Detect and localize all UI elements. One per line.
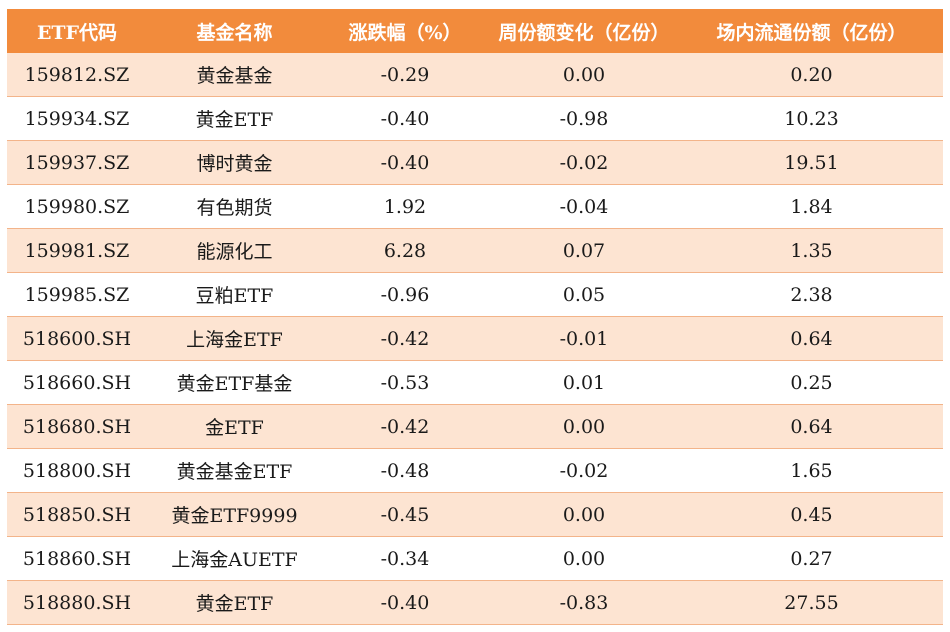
table-row: 159937.SZ 博时黄金 -0.40 -0.02 19.51 (7, 140, 943, 185)
etf-code-cell: 518850.SH (7, 492, 147, 537)
etf-code-cell: 159981.SZ (7, 228, 147, 273)
etf-code-cell: 159985.SZ (7, 272, 147, 317)
float-shares-cell: 0.64 (680, 316, 943, 361)
fund-name-cell: 黄金ETF9999 (147, 492, 322, 537)
float-shares-cell: 0.27 (680, 536, 943, 581)
etf-table: ETF代码 基金名称 涨跌幅（%） 周份额变化（亿份） 场内流通份额（亿份） 1… (7, 9, 943, 625)
float-shares-cell: 2.38 (680, 272, 943, 317)
table-row: 159934.SZ 黄金ETF -0.40 -0.98 10.23 (7, 96, 943, 141)
fund-name-cell: 博时黄金 (147, 140, 322, 185)
fund-name-cell: 豆粕ETF (147, 272, 322, 317)
fund-name-cell: 有色期货 (147, 184, 322, 229)
table-row: 159985.SZ 豆粕ETF -0.96 0.05 2.38 (7, 272, 943, 317)
fund-name-cell: 黄金基金ETF (147, 448, 322, 493)
etf-code-cell: 518680.SH (7, 404, 147, 449)
change-pct-cell: -0.40 (322, 580, 488, 625)
float-shares-cell: 1.84 (680, 184, 943, 229)
weekly-share-change-cell: -0.02 (488, 448, 680, 493)
fund-name-cell: 金ETF (147, 404, 322, 449)
etf-code-cell: 159812.SZ (7, 53, 147, 97)
weekly-share-change-cell: 0.00 (488, 536, 680, 581)
table-row: 518850.SH 黄金ETF9999 -0.45 0.00 0.45 (7, 492, 943, 537)
float-shares-cell: 1.35 (680, 228, 943, 273)
header-change-pct: 涨跌幅（%） (322, 9, 488, 53)
change-pct-cell: 6.28 (322, 228, 488, 273)
table-row: 518660.SH 黄金ETF基金 -0.53 0.01 0.25 (7, 360, 943, 405)
header-etf-code: ETF代码 (7, 9, 147, 53)
etf-code-cell: 159937.SZ (7, 140, 147, 185)
fund-name-cell: 黄金ETF基金 (147, 360, 322, 405)
table-row: 159981.SZ 能源化工 6.28 0.07 1.35 (7, 228, 943, 273)
change-pct-cell: -0.48 (322, 448, 488, 493)
float-shares-cell: 0.45 (680, 492, 943, 537)
etf-code-cell: 518660.SH (7, 360, 147, 405)
table-header: ETF代码 基金名称 涨跌幅（%） 周份额变化（亿份） 场内流通份额（亿份） (7, 9, 943, 53)
change-pct-cell: -0.29 (322, 53, 488, 97)
weekly-share-change-cell: 0.05 (488, 272, 680, 317)
etf-code-cell: 159934.SZ (7, 96, 147, 141)
weekly-share-change-cell: -0.04 (488, 184, 680, 229)
change-pct-cell: -0.40 (322, 96, 488, 141)
float-shares-cell: 27.55 (680, 580, 943, 625)
header-exchange-float-shares: 场内流通份额（亿份） (680, 9, 943, 53)
table-row: 159812.SZ 黄金基金 -0.29 0.00 0.20 (7, 53, 943, 97)
etf-table-container: ETF代码 基金名称 涨跌幅（%） 周份额变化（亿份） 场内流通份额（亿份） 1… (7, 9, 943, 625)
table-row: 159980.SZ 有色期货 1.92 -0.04 1.84 (7, 184, 943, 229)
header-weekly-share-change: 周份额变化（亿份） (488, 9, 680, 53)
change-pct-cell: -0.53 (322, 360, 488, 405)
etf-code-cell: 159980.SZ (7, 184, 147, 229)
change-pct-cell: -0.40 (322, 140, 488, 185)
fund-name-cell: 黄金ETF (147, 580, 322, 625)
table-row: 518600.SH 上海金ETF -0.42 -0.01 0.64 (7, 316, 943, 361)
change-pct-cell: -0.96 (322, 272, 488, 317)
table-row: 518680.SH 金ETF -0.42 0.00 0.64 (7, 404, 943, 449)
fund-name-cell: 黄金ETF (147, 96, 322, 141)
weekly-share-change-cell: -0.98 (488, 96, 680, 141)
change-pct-cell: -0.34 (322, 536, 488, 581)
change-pct-cell: -0.42 (322, 316, 488, 361)
weekly-share-change-cell: -0.01 (488, 316, 680, 361)
weekly-share-change-cell: 0.00 (488, 492, 680, 537)
table-row: 518800.SH 黄金基金ETF -0.48 -0.02 1.65 (7, 448, 943, 493)
weekly-share-change-cell: 0.00 (488, 53, 680, 97)
fund-name-cell: 上海金ETF (147, 316, 322, 361)
fund-name-cell: 黄金基金 (147, 53, 322, 97)
etf-code-cell: 518880.SH (7, 580, 147, 625)
etf-code-cell: 518800.SH (7, 448, 147, 493)
float-shares-cell: 10.23 (680, 96, 943, 141)
etf-code-cell: 518860.SH (7, 536, 147, 581)
float-shares-cell: 1.65 (680, 448, 943, 493)
header-fund-name: 基金名称 (147, 9, 322, 53)
float-shares-cell: 0.20 (680, 53, 943, 97)
weekly-share-change-cell: 0.01 (488, 360, 680, 405)
change-pct-cell: -0.45 (322, 492, 488, 537)
table-row: 518880.SH 黄金ETF -0.40 -0.83 27.55 (7, 580, 943, 625)
float-shares-cell: 0.64 (680, 404, 943, 449)
fund-name-cell: 上海金AUETF (147, 536, 322, 581)
weekly-share-change-cell: 0.07 (488, 228, 680, 273)
change-pct-cell: -0.42 (322, 404, 488, 449)
header-row: ETF代码 基金名称 涨跌幅（%） 周份额变化（亿份） 场内流通份额（亿份） (7, 9, 943, 53)
weekly-share-change-cell: -0.83 (488, 580, 680, 625)
fund-name-cell: 能源化工 (147, 228, 322, 273)
change-pct-cell: 1.92 (322, 184, 488, 229)
weekly-share-change-cell: 0.00 (488, 404, 680, 449)
weekly-share-change-cell: -0.02 (488, 140, 680, 185)
table-body: 159812.SZ 黄金基金 -0.29 0.00 0.20 159934.SZ 黄金ETF… (7, 53, 943, 625)
float-shares-cell: 0.25 (680, 360, 943, 405)
etf-code-cell: 518600.SH (7, 316, 147, 361)
float-shares-cell: 19.51 (680, 140, 943, 185)
table-row: 518860.SH 上海金AUETF -0.34 0.00 0.27 (7, 536, 943, 581)
